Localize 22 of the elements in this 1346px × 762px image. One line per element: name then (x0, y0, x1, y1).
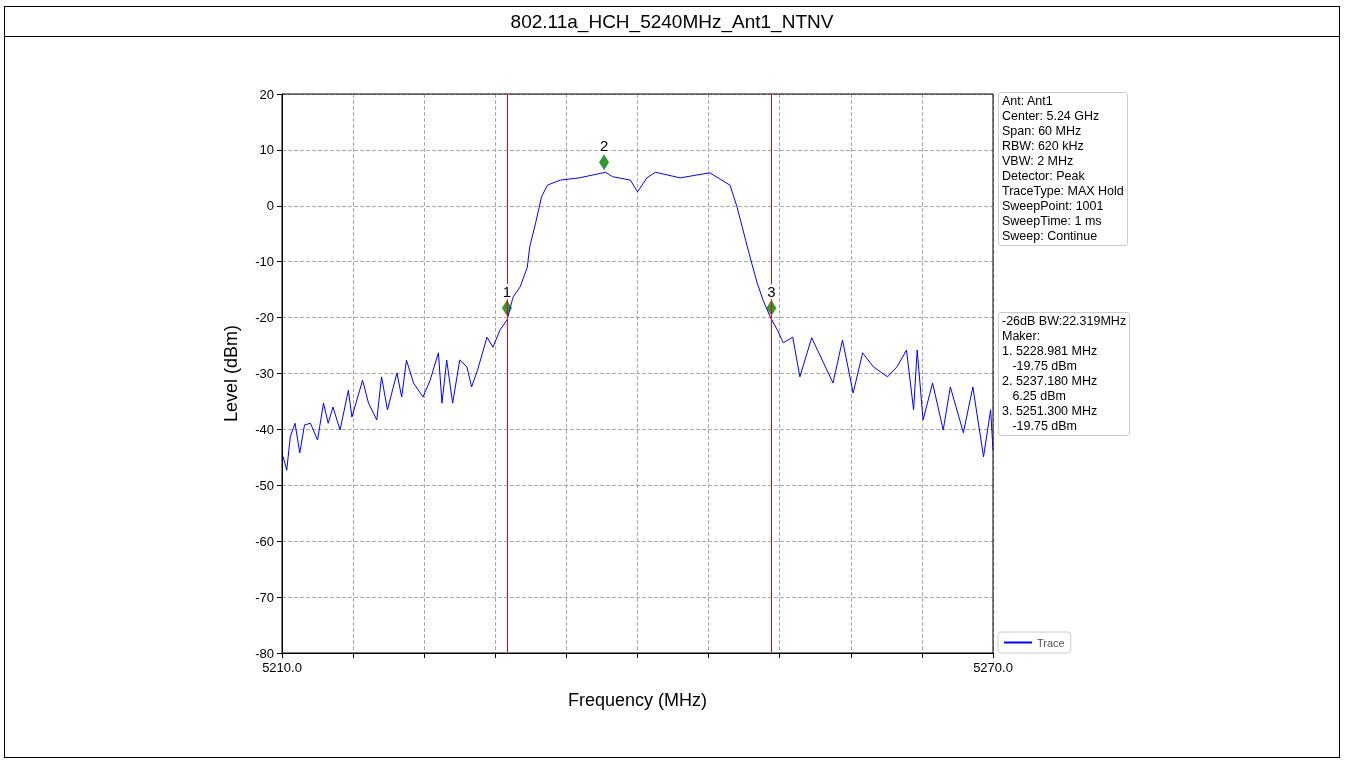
y-tick-label: -40 (255, 421, 274, 437)
x-tick-label: 5210.0 (262, 660, 302, 675)
annotation: 2 (599, 137, 609, 155)
y-tick-label: 10 (259, 142, 274, 158)
y-tick-label: 0 (266, 198, 274, 214)
x-tick-label: 5270.0 (973, 660, 1013, 675)
y-tick-label: -70 (255, 589, 274, 605)
x-axis-title: Frequency (MHz) (567, 690, 708, 710)
y-tick-label: -20 (255, 310, 274, 326)
annotation: 1 (502, 283, 512, 301)
annotation: 3 (767, 283, 776, 301)
y-tick-label: -10 (255, 254, 274, 270)
chart-title: 802.11a_HCH_5240MHz_Ant1_NTNV (4, 6, 1340, 37)
y-tick-label: 20 (259, 86, 274, 102)
y-tick-label: -80 (255, 645, 274, 661)
text: -26dB BW:22.319MHz Maker: 1. 5228.981 MHz -19.75 dBm 2. 5237.180 MHz 6.25 dBm 3. 5251.300 MHz -19.75 dBm (998, 312, 1131, 436)
text: Ant: Ant1 Center: 5.24 GHz Span: 60 MHz RBW: 620 kHz VBW: 2 MHz Detector: Peak TraceType: MAX Hold SweepPoint: 1001 SweepTime: 1 ms Sweep: Continue (1002, 94, 1124, 243)
y-tick-label: -30 (255, 366, 274, 381)
y-axis-title: Level (dBm) (221, 324, 241, 423)
y-tick-label: -50 (255, 477, 274, 493)
legend-label: Trace (1037, 636, 1065, 649)
y-tick-label: -60 (255, 533, 274, 549)
